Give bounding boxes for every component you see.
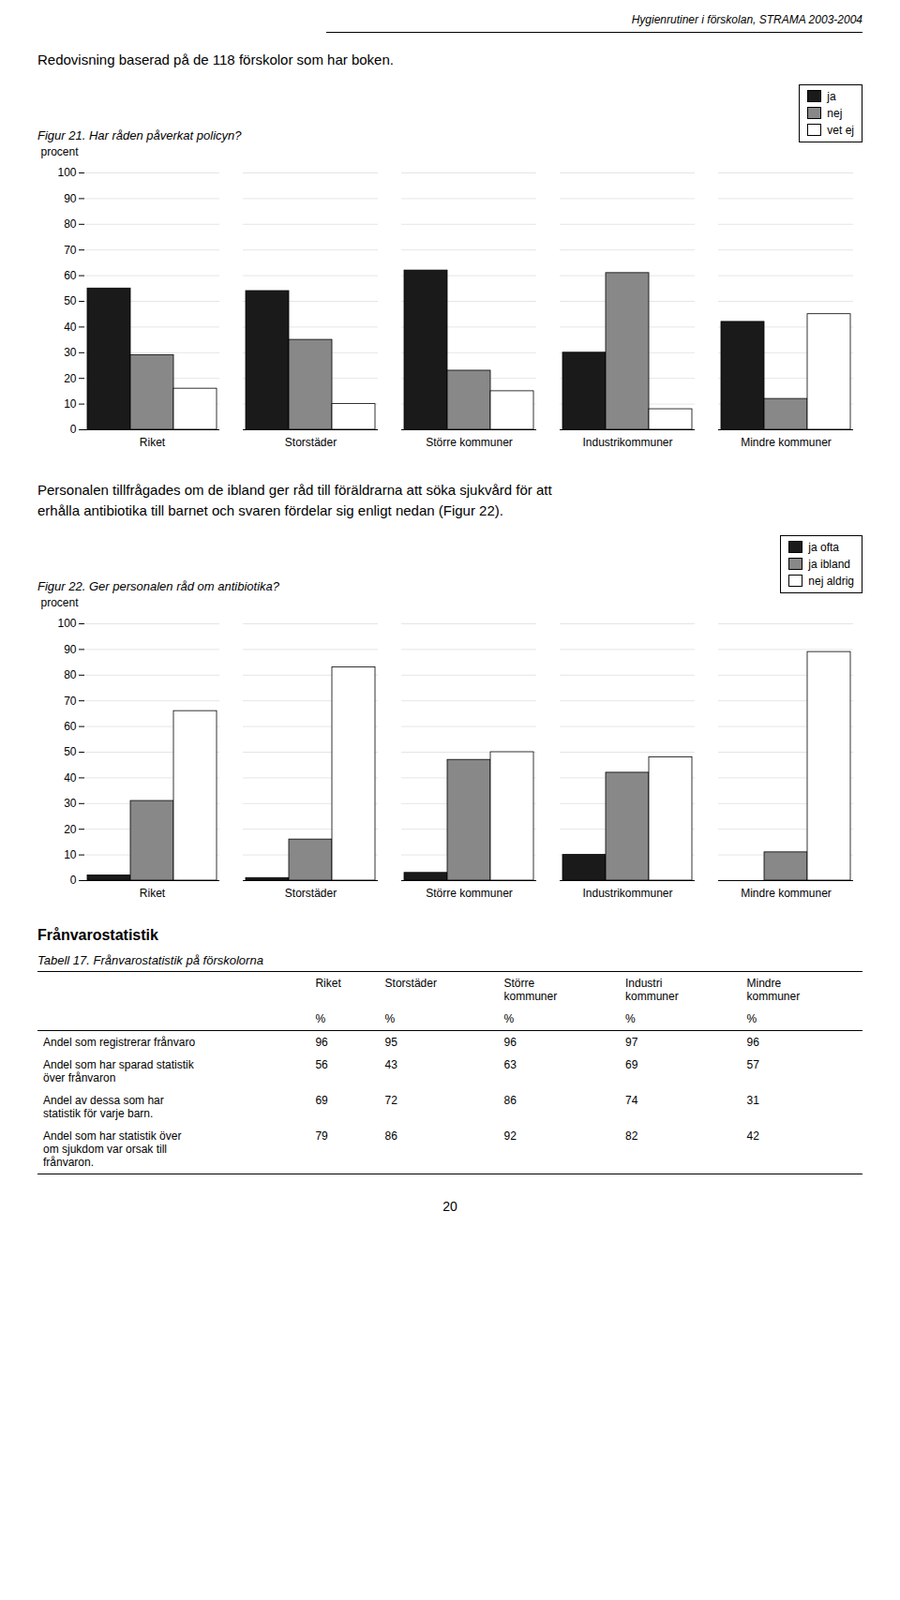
svg-text:Industrikommuner: Industrikommuner bbox=[582, 886, 673, 900]
svg-text:50: 50 bbox=[63, 745, 77, 759]
html-text:Personalen tillfrågades om de: Personalen tillfrågades om de ibland ger… bbox=[37, 481, 552, 519]
html-text:74: 74 bbox=[625, 1093, 638, 1107]
html-text:Redovisning baserad på de 118: Redovisning baserad på de 118 förskolor … bbox=[37, 51, 394, 68]
html-text:79: 79 bbox=[315, 1129, 328, 1143]
html-text:82: 82 bbox=[625, 1129, 638, 1143]
html-text:Större kommuner: Större kommuner bbox=[503, 976, 558, 1003]
svg-text:60: 60 bbox=[63, 719, 77, 733]
html-text:31: 31 bbox=[746, 1093, 760, 1107]
html-text:69: 69 bbox=[315, 1093, 328, 1107]
html-text:Tabell 17. Frånvarostatistik p: Tabell 17. Frånvarostatistik på förskolo… bbox=[37, 952, 264, 968]
svg-text:Industrikommuner: Industrikommuner bbox=[582, 435, 673, 450]
html-text:nej: nej bbox=[827, 106, 843, 120]
html-text:42: 42 bbox=[746, 1129, 760, 1143]
svg-text:Riket: Riket bbox=[139, 435, 166, 450]
svg-text:30: 30 bbox=[63, 796, 77, 810]
html-text:Mindre kommuner: Mindre kommuner bbox=[746, 976, 800, 1003]
html-text:Industri kommuner: Industri kommuner bbox=[625, 976, 679, 1003]
html-text:Storstäder: Storstäder bbox=[384, 976, 437, 990]
html-text:95: 95 bbox=[384, 1035, 398, 1049]
svg-text:Mindre kommuner: Mindre kommuner bbox=[740, 435, 832, 450]
html-text:63: 63 bbox=[503, 1057, 517, 1072]
html-text:96: 96 bbox=[746, 1035, 760, 1049]
svg-text:70: 70 bbox=[63, 242, 77, 256]
html-text:Figur 22. Ger personalen råd o: Figur 22. Ger personalen råd om antibiot… bbox=[37, 578, 280, 593]
html-text:Andel som har sparad statistik: Andel som har sparad statistik över från… bbox=[43, 1057, 194, 1085]
svg-text:100: 100 bbox=[57, 616, 76, 630]
svg-text:Större kommuner: Större kommuner bbox=[425, 886, 513, 900]
html-text:97: 97 bbox=[625, 1035, 638, 1049]
svg-text:40: 40 bbox=[63, 319, 77, 333]
svg-text:90: 90 bbox=[63, 191, 77, 205]
svg-text:Storstäder: Storstäder bbox=[285, 435, 337, 450]
svg-text:80: 80 bbox=[63, 668, 77, 682]
svg-text:80: 80 bbox=[63, 217, 77, 231]
html-text:ja ofta: ja ofta bbox=[808, 540, 840, 554]
html-text:vet ej: vet ej bbox=[827, 123, 855, 137]
svg-text:10: 10 bbox=[63, 847, 77, 861]
html-text:43: 43 bbox=[384, 1057, 398, 1072]
svg-text:40: 40 bbox=[63, 770, 77, 784]
html-text:86: 86 bbox=[503, 1093, 517, 1107]
html-text:Frånvarostatistik: Frånvarostatistik bbox=[37, 926, 159, 943]
svg-text:90: 90 bbox=[63, 642, 77, 656]
html-text:ja: ja bbox=[827, 89, 836, 103]
svg-text:Riket: Riket bbox=[139, 886, 166, 900]
html-text:56: 56 bbox=[315, 1057, 328, 1072]
svg-text:100: 100 bbox=[57, 165, 76, 180]
html-text:57: 57 bbox=[746, 1057, 760, 1072]
html-text:Figur 21. Har råden påverkat p: Figur 21. Har råden påverkat policyn? bbox=[37, 127, 242, 143]
html-text:Andel av dessa som har statist: Andel av dessa som har statistik för var… bbox=[43, 1093, 164, 1120]
html-text:Andel som har statistik över o: Andel som har statistik över om sjukdom … bbox=[43, 1129, 182, 1169]
svg-text:70: 70 bbox=[63, 693, 77, 707]
svg-text:Större kommuner: Större kommuner bbox=[425, 435, 513, 450]
svg-text:60: 60 bbox=[63, 268, 77, 282]
svg-text:Storstäder: Storstäder bbox=[285, 886, 337, 900]
html-text:Riket: Riket bbox=[315, 976, 341, 990]
svg-text:50: 50 bbox=[63, 294, 77, 308]
svg-text:0: 0 bbox=[70, 873, 77, 887]
svg-text:0: 0 bbox=[70, 422, 77, 436]
svg-text:Mindre kommuner: Mindre kommuner bbox=[740, 886, 832, 900]
svg-text:20: 20 bbox=[63, 371, 77, 385]
svg-text:20: 20 bbox=[63, 822, 77, 836]
html-text:96: 96 bbox=[503, 1035, 517, 1049]
html-text:86: 86 bbox=[384, 1129, 398, 1143]
svg-text:procent: procent bbox=[41, 145, 80, 159]
html-text:20: 20 bbox=[442, 1198, 458, 1214]
html-text:Hygienrutiner i förskolan, STR: Hygienrutiner i förskolan, STRAMA 2003-2… bbox=[631, 13, 863, 27]
svg-text:30: 30 bbox=[63, 345, 77, 360]
html-text:96: 96 bbox=[315, 1035, 328, 1049]
html-text:72: 72 bbox=[384, 1093, 398, 1107]
html-text:nej aldrig: nej aldrig bbox=[808, 574, 855, 588]
html-text:69: 69 bbox=[625, 1057, 638, 1072]
svg-text:procent: procent bbox=[41, 596, 80, 610]
svg-text:10: 10 bbox=[63, 396, 77, 410]
html-text:Andel som registrerar frånvaro: Andel som registrerar frånvaro bbox=[43, 1035, 196, 1049]
html-text:ja ibland: ja ibland bbox=[808, 557, 851, 571]
html-text:92: 92 bbox=[503, 1129, 517, 1143]
